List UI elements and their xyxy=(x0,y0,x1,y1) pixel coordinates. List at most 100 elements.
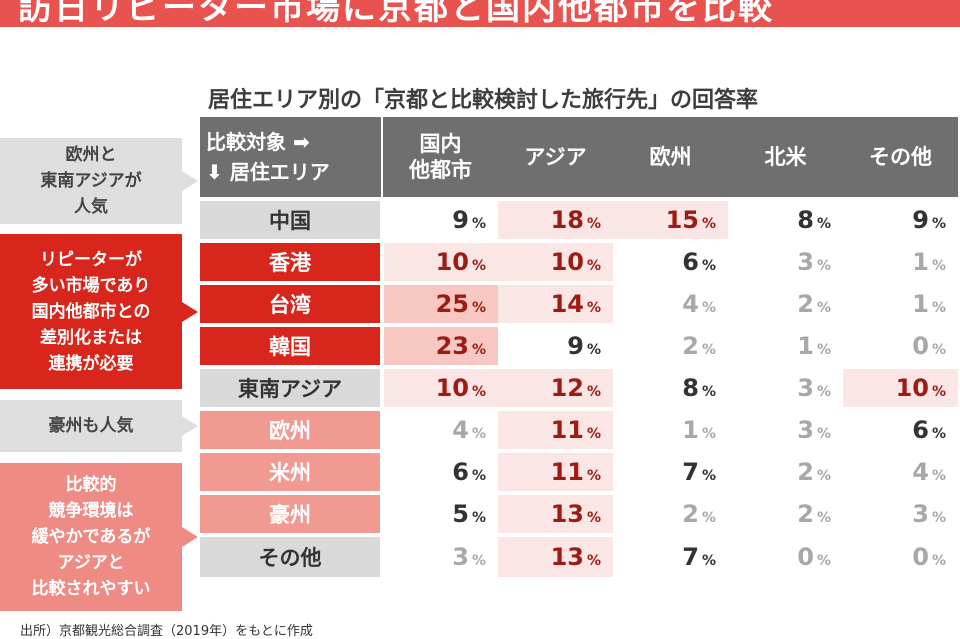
value-number: 10 xyxy=(435,248,469,276)
value-unit: % xyxy=(471,300,486,316)
value-unit: % xyxy=(931,216,946,232)
value-number: 1 xyxy=(912,248,929,276)
value-cell: 0% xyxy=(843,533,958,577)
value-number: 7 xyxy=(682,458,699,486)
value-unit: % xyxy=(701,468,716,484)
table-row: 中国 9% 18% 15% 8% 9% xyxy=(200,197,958,241)
value-cell: 3% xyxy=(728,239,843,283)
table-row: 米州 6% 11% 7% 2% 4% xyxy=(200,449,958,493)
value-unit: % xyxy=(586,342,601,358)
value-cell: 7% xyxy=(613,449,728,493)
value-number: 25 xyxy=(435,290,469,318)
value-number: 11 xyxy=(550,416,584,444)
value-number: 15 xyxy=(665,206,699,234)
value-unit: % xyxy=(471,468,486,484)
value-cell: 13% xyxy=(498,491,613,535)
annotation-repeater-market: リピーターが 多い市場であり 国内他都市との 差別化または 連携が必要 xyxy=(0,234,198,389)
value-cell: 2% xyxy=(728,281,843,325)
value-unit: % xyxy=(701,342,716,358)
value-number: 1 xyxy=(682,416,699,444)
value-cell: 18% xyxy=(498,197,613,241)
value-number: 4 xyxy=(452,416,469,444)
col-head-europe: 欧州 xyxy=(613,117,728,199)
chart-title: 居住エリア別の「京都と比較検討した旅行先」の回答率 xyxy=(208,88,759,113)
value-cell: 4% xyxy=(843,449,958,493)
table-row: 香港 10% 10% 6% 3% 1% xyxy=(200,239,958,283)
value-cell: 1% xyxy=(613,407,728,451)
value-unit: % xyxy=(816,258,831,274)
value-unit: % xyxy=(816,468,831,484)
value-cell: 8% xyxy=(613,365,728,409)
value-cell: 14% xyxy=(498,281,613,325)
col-head-other: その他 xyxy=(843,117,958,199)
value-number: 10 xyxy=(550,248,584,276)
row-label: 香港 xyxy=(200,239,384,283)
value-cell: 2% xyxy=(613,323,728,367)
value-cell: 6% xyxy=(382,449,498,493)
value-number: 6 xyxy=(682,248,699,276)
annotation-australia: 豪州も人気 xyxy=(0,400,198,452)
value-unit: % xyxy=(586,216,601,232)
value-number: 23 xyxy=(435,332,469,360)
table-row: 東南アジア 10% 12% 8% 3% 10% xyxy=(200,365,958,409)
value-number: 3 xyxy=(797,416,814,444)
value-cell: 2% xyxy=(613,491,728,535)
value-cell: 10% xyxy=(843,365,958,409)
value-cell: 15% xyxy=(613,197,728,241)
value-number: 10 xyxy=(435,374,469,402)
value-unit: % xyxy=(816,553,831,569)
value-unit: % xyxy=(701,510,716,526)
value-unit: % xyxy=(931,384,946,400)
value-number: 1 xyxy=(797,332,814,360)
value-number: 13 xyxy=(550,500,584,528)
value-unit: % xyxy=(816,342,831,358)
value-cell: 9% xyxy=(382,197,498,241)
value-unit: % xyxy=(701,300,716,316)
value-unit: % xyxy=(586,384,601,400)
value-number: 11 xyxy=(550,458,584,486)
value-unit: % xyxy=(586,553,601,569)
value-number: 0 xyxy=(912,543,929,571)
value-unit: % xyxy=(586,426,601,442)
value-unit: % xyxy=(471,258,486,274)
top-banner: 訪日リピーター市場に京都と国内他都市を比較 xyxy=(0,0,960,27)
row-label: 韓国 xyxy=(200,323,384,367)
value-unit: % xyxy=(471,426,486,442)
value-cell: 3% xyxy=(728,365,843,409)
value-number: 13 xyxy=(550,543,584,571)
col-head-domestic: 国内 他都市 xyxy=(382,117,498,199)
value-number: 4 xyxy=(682,290,699,318)
value-number: 6 xyxy=(912,416,929,444)
value-cell: 5% xyxy=(382,491,498,535)
value-unit: % xyxy=(586,468,601,484)
value-number: 2 xyxy=(797,500,814,528)
value-unit: % xyxy=(931,426,946,442)
row-label: 米州 xyxy=(200,449,384,493)
value-number: 6 xyxy=(452,458,469,486)
value-number: 9 xyxy=(567,332,584,360)
value-cell: 23% xyxy=(382,323,498,367)
value-unit: % xyxy=(471,384,486,400)
table-row: 台湾 25% 14% 4% 2% 1% xyxy=(200,281,958,325)
value-unit: % xyxy=(931,553,946,569)
value-number: 0 xyxy=(797,543,814,571)
value-cell: 1% xyxy=(728,323,843,367)
value-cell: 4% xyxy=(613,281,728,325)
value-number: 4 xyxy=(912,458,929,486)
table-row: 豪州 5% 13% 2% 2% 3% xyxy=(200,491,958,535)
value-number: 10 xyxy=(895,374,929,402)
value-unit: % xyxy=(931,300,946,316)
value-cell: 9% xyxy=(498,323,613,367)
value-number: 2 xyxy=(682,332,699,360)
table-row: 欧州 4% 11% 1% 3% 6% xyxy=(200,407,958,451)
value-number: 18 xyxy=(550,206,584,234)
value-cell: 6% xyxy=(843,407,958,451)
value-cell: 10% xyxy=(498,239,613,283)
value-unit: % xyxy=(931,342,946,358)
value-unit: % xyxy=(701,426,716,442)
col-head-asia: アジア xyxy=(498,117,613,199)
value-cell: 10% xyxy=(382,239,498,283)
value-unit: % xyxy=(471,216,486,232)
value-number: 3 xyxy=(797,248,814,276)
value-number: 3 xyxy=(452,543,469,571)
